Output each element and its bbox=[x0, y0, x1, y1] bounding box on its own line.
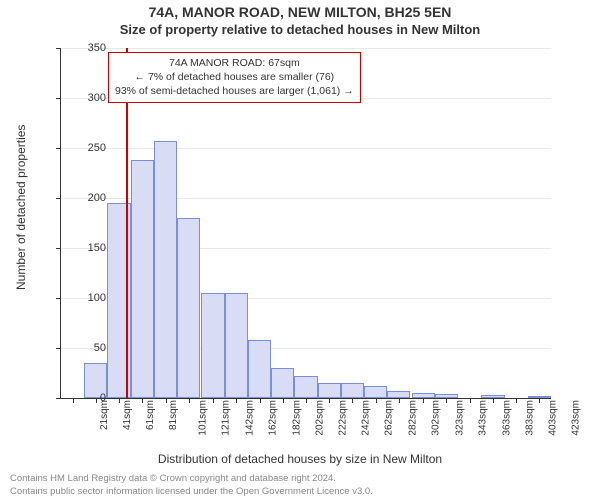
annotation-line: 93% of semi-detached houses are larger (… bbox=[115, 84, 354, 98]
histogram-bar bbox=[131, 160, 154, 398]
xtick-label: 41sqm bbox=[122, 400, 133, 430]
xtick-label: 61sqm bbox=[145, 400, 156, 430]
ytick-label: 100 bbox=[88, 292, 106, 304]
y-axis-label: Number of detached properties bbox=[14, 125, 28, 290]
ytick-mark bbox=[56, 398, 61, 399]
histogram-bar bbox=[225, 293, 248, 398]
xtick-label: 182sqm bbox=[291, 400, 302, 436]
histogram-bar bbox=[294, 376, 317, 398]
histogram-bar bbox=[364, 386, 387, 398]
xtick-mark bbox=[539, 398, 540, 403]
xtick-mark bbox=[283, 398, 284, 403]
footer-line-2: Contains public sector information licen… bbox=[10, 486, 373, 498]
gridline bbox=[61, 148, 551, 149]
ytick-label: 250 bbox=[88, 142, 106, 154]
histogram-bar bbox=[177, 218, 200, 398]
annotation-box: 74A MANOR ROAD: 67sqm← 7% of detached ho… bbox=[108, 52, 361, 103]
ytick-mark bbox=[56, 48, 61, 49]
xtick-mark bbox=[446, 398, 447, 403]
ytick-label: 200 bbox=[88, 192, 106, 204]
page-title-address: 74A, MANOR ROAD, NEW MILTON, BH25 5EN bbox=[0, 4, 600, 20]
histogram-bar bbox=[154, 141, 177, 398]
ytick-mark bbox=[56, 148, 61, 149]
ytick-label: 350 bbox=[88, 42, 106, 54]
xtick-mark bbox=[213, 398, 214, 403]
histogram-bar bbox=[271, 368, 294, 398]
ytick-label: 50 bbox=[94, 342, 106, 354]
ytick-label: 150 bbox=[88, 242, 106, 254]
x-axis-label: Distribution of detached houses by size … bbox=[0, 452, 600, 466]
histogram-bar bbox=[387, 391, 410, 398]
xtick-mark bbox=[516, 398, 517, 403]
ytick-mark bbox=[56, 98, 61, 99]
xtick-mark bbox=[189, 398, 190, 403]
xtick-label: 262sqm bbox=[384, 400, 395, 436]
xtick-mark bbox=[423, 398, 424, 403]
xtick-mark bbox=[376, 398, 377, 403]
ytick-label: 300 bbox=[88, 92, 106, 104]
footer-line-1: Contains HM Land Registry data © Crown c… bbox=[10, 473, 373, 485]
xtick-label: 423sqm bbox=[571, 400, 582, 436]
xtick-mark bbox=[166, 398, 167, 403]
footer-attribution: Contains HM Land Registry data © Crown c… bbox=[10, 473, 373, 498]
xtick-mark bbox=[96, 398, 97, 403]
xtick-label: 21sqm bbox=[99, 400, 110, 430]
histogram-bar bbox=[201, 293, 224, 398]
xtick-mark bbox=[329, 398, 330, 403]
xtick-label: 142sqm bbox=[245, 400, 256, 436]
xtick-label: 403sqm bbox=[548, 400, 559, 436]
xtick-mark bbox=[260, 398, 261, 403]
xtick-mark bbox=[142, 398, 143, 403]
xtick-mark bbox=[470, 398, 471, 403]
xtick-mark bbox=[493, 398, 494, 403]
gridline bbox=[61, 48, 551, 49]
histogram-bar bbox=[248, 340, 271, 398]
xtick-label: 81sqm bbox=[168, 400, 179, 430]
xtick-label: 222sqm bbox=[338, 400, 349, 436]
xtick-label: 202sqm bbox=[314, 400, 325, 436]
page-title-subtitle: Size of property relative to detached ho… bbox=[0, 22, 600, 37]
xtick-label: 343sqm bbox=[478, 400, 489, 436]
annotation-line: ← 7% of detached houses are smaller (76) bbox=[115, 70, 354, 84]
ytick-mark bbox=[56, 298, 61, 299]
xtick-label: 363sqm bbox=[501, 400, 512, 436]
xtick-label: 302sqm bbox=[430, 400, 441, 436]
ytick-mark bbox=[56, 348, 61, 349]
annotation-line: 74A MANOR ROAD: 67sqm bbox=[115, 56, 354, 70]
xtick-label: 162sqm bbox=[268, 400, 279, 436]
xtick-mark bbox=[306, 398, 307, 403]
xtick-label: 242sqm bbox=[361, 400, 372, 436]
histogram-bar bbox=[318, 383, 341, 398]
histogram-bar bbox=[341, 383, 364, 398]
xtick-label: 101sqm bbox=[197, 400, 208, 436]
xtick-mark bbox=[119, 398, 120, 403]
xtick-label: 383sqm bbox=[525, 400, 536, 436]
xtick-mark bbox=[399, 398, 400, 403]
xtick-mark bbox=[352, 398, 353, 403]
xtick-label: 121sqm bbox=[220, 400, 231, 436]
xtick-label: 282sqm bbox=[407, 400, 418, 436]
xtick-mark bbox=[73, 398, 74, 403]
ytick-mark bbox=[56, 198, 61, 199]
xtick-label: 323sqm bbox=[455, 400, 466, 436]
ytick-mark bbox=[56, 248, 61, 249]
xtick-mark bbox=[236, 398, 237, 403]
